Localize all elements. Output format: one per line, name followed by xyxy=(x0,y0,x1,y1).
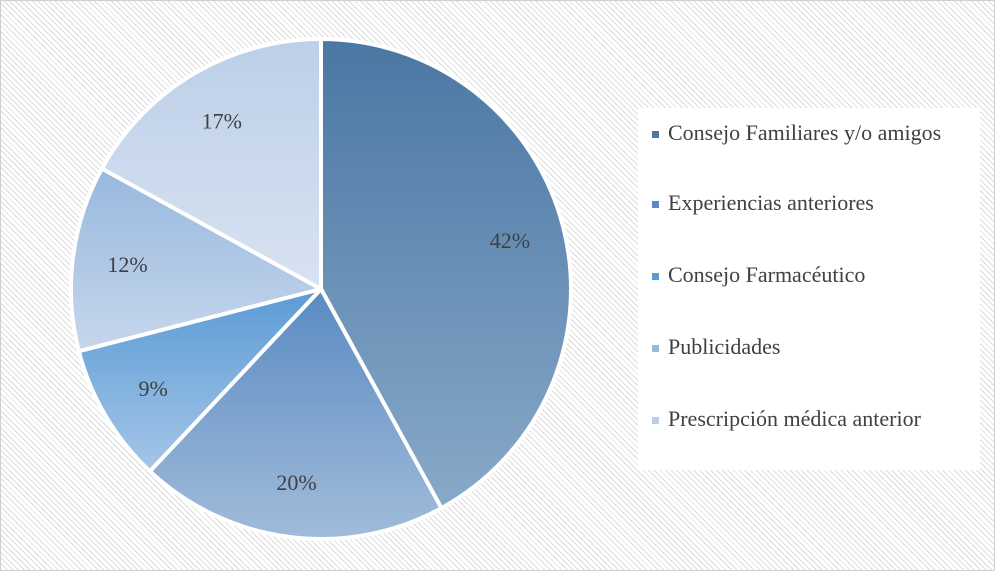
pie-slice-publicidades xyxy=(69,166,323,354)
legend: Consejo Familiares y/o amigos Experienci… xyxy=(638,108,980,470)
pie-slice-consejo-familiares-y-o-amigos xyxy=(319,37,573,511)
pie-label-prescripcion-medica-anterior: 17% xyxy=(202,109,242,134)
pie-label-publicidades: 12% xyxy=(107,252,147,277)
legend-label: Consejo Familiares y/o amigos xyxy=(668,120,942,145)
legend-swatch-icon xyxy=(652,273,659,280)
legend-item-prescripcion-medica: Prescripción médica anterior xyxy=(638,405,968,433)
legend-swatch-icon xyxy=(652,131,659,138)
legend-swatch-icon xyxy=(652,345,659,352)
legend-label: Publicidades xyxy=(668,334,781,359)
legend-swatch-icon xyxy=(652,417,659,424)
pie-slice-experiencias-anteriores xyxy=(147,287,444,541)
legend-swatch-icon xyxy=(652,201,659,208)
pie-slice-consejo-farmaceutico xyxy=(76,287,323,474)
pie-labels: 42% 20% 9% 12% 17% xyxy=(107,109,530,495)
legend-label: Consejo Farmacéutico xyxy=(668,262,866,287)
legend-label: Prescripción médica anterior xyxy=(668,406,921,431)
legend-item-consejo-farmaceutico: Consejo Farmacéutico xyxy=(638,261,968,289)
pie-slices xyxy=(69,37,573,541)
legend-item-publicidades: Publicidades xyxy=(638,333,968,361)
legend-label: Experiencias anteriores xyxy=(668,190,874,215)
pie-slice-prescripcion-medica-anterior xyxy=(99,37,323,291)
pie-label-consejo-familiares-y-o-amigos: 42% xyxy=(490,228,530,253)
legend-item-consejo-familiares: Consejo Familiares y/o amigos xyxy=(638,119,968,147)
pie-label-experiencias-anteriores: 20% xyxy=(276,470,316,495)
legend-item-experiencias-anteriores: Experiencias anteriores xyxy=(638,189,968,217)
pie-label-consejo-farmaceutico: 9% xyxy=(138,376,167,401)
